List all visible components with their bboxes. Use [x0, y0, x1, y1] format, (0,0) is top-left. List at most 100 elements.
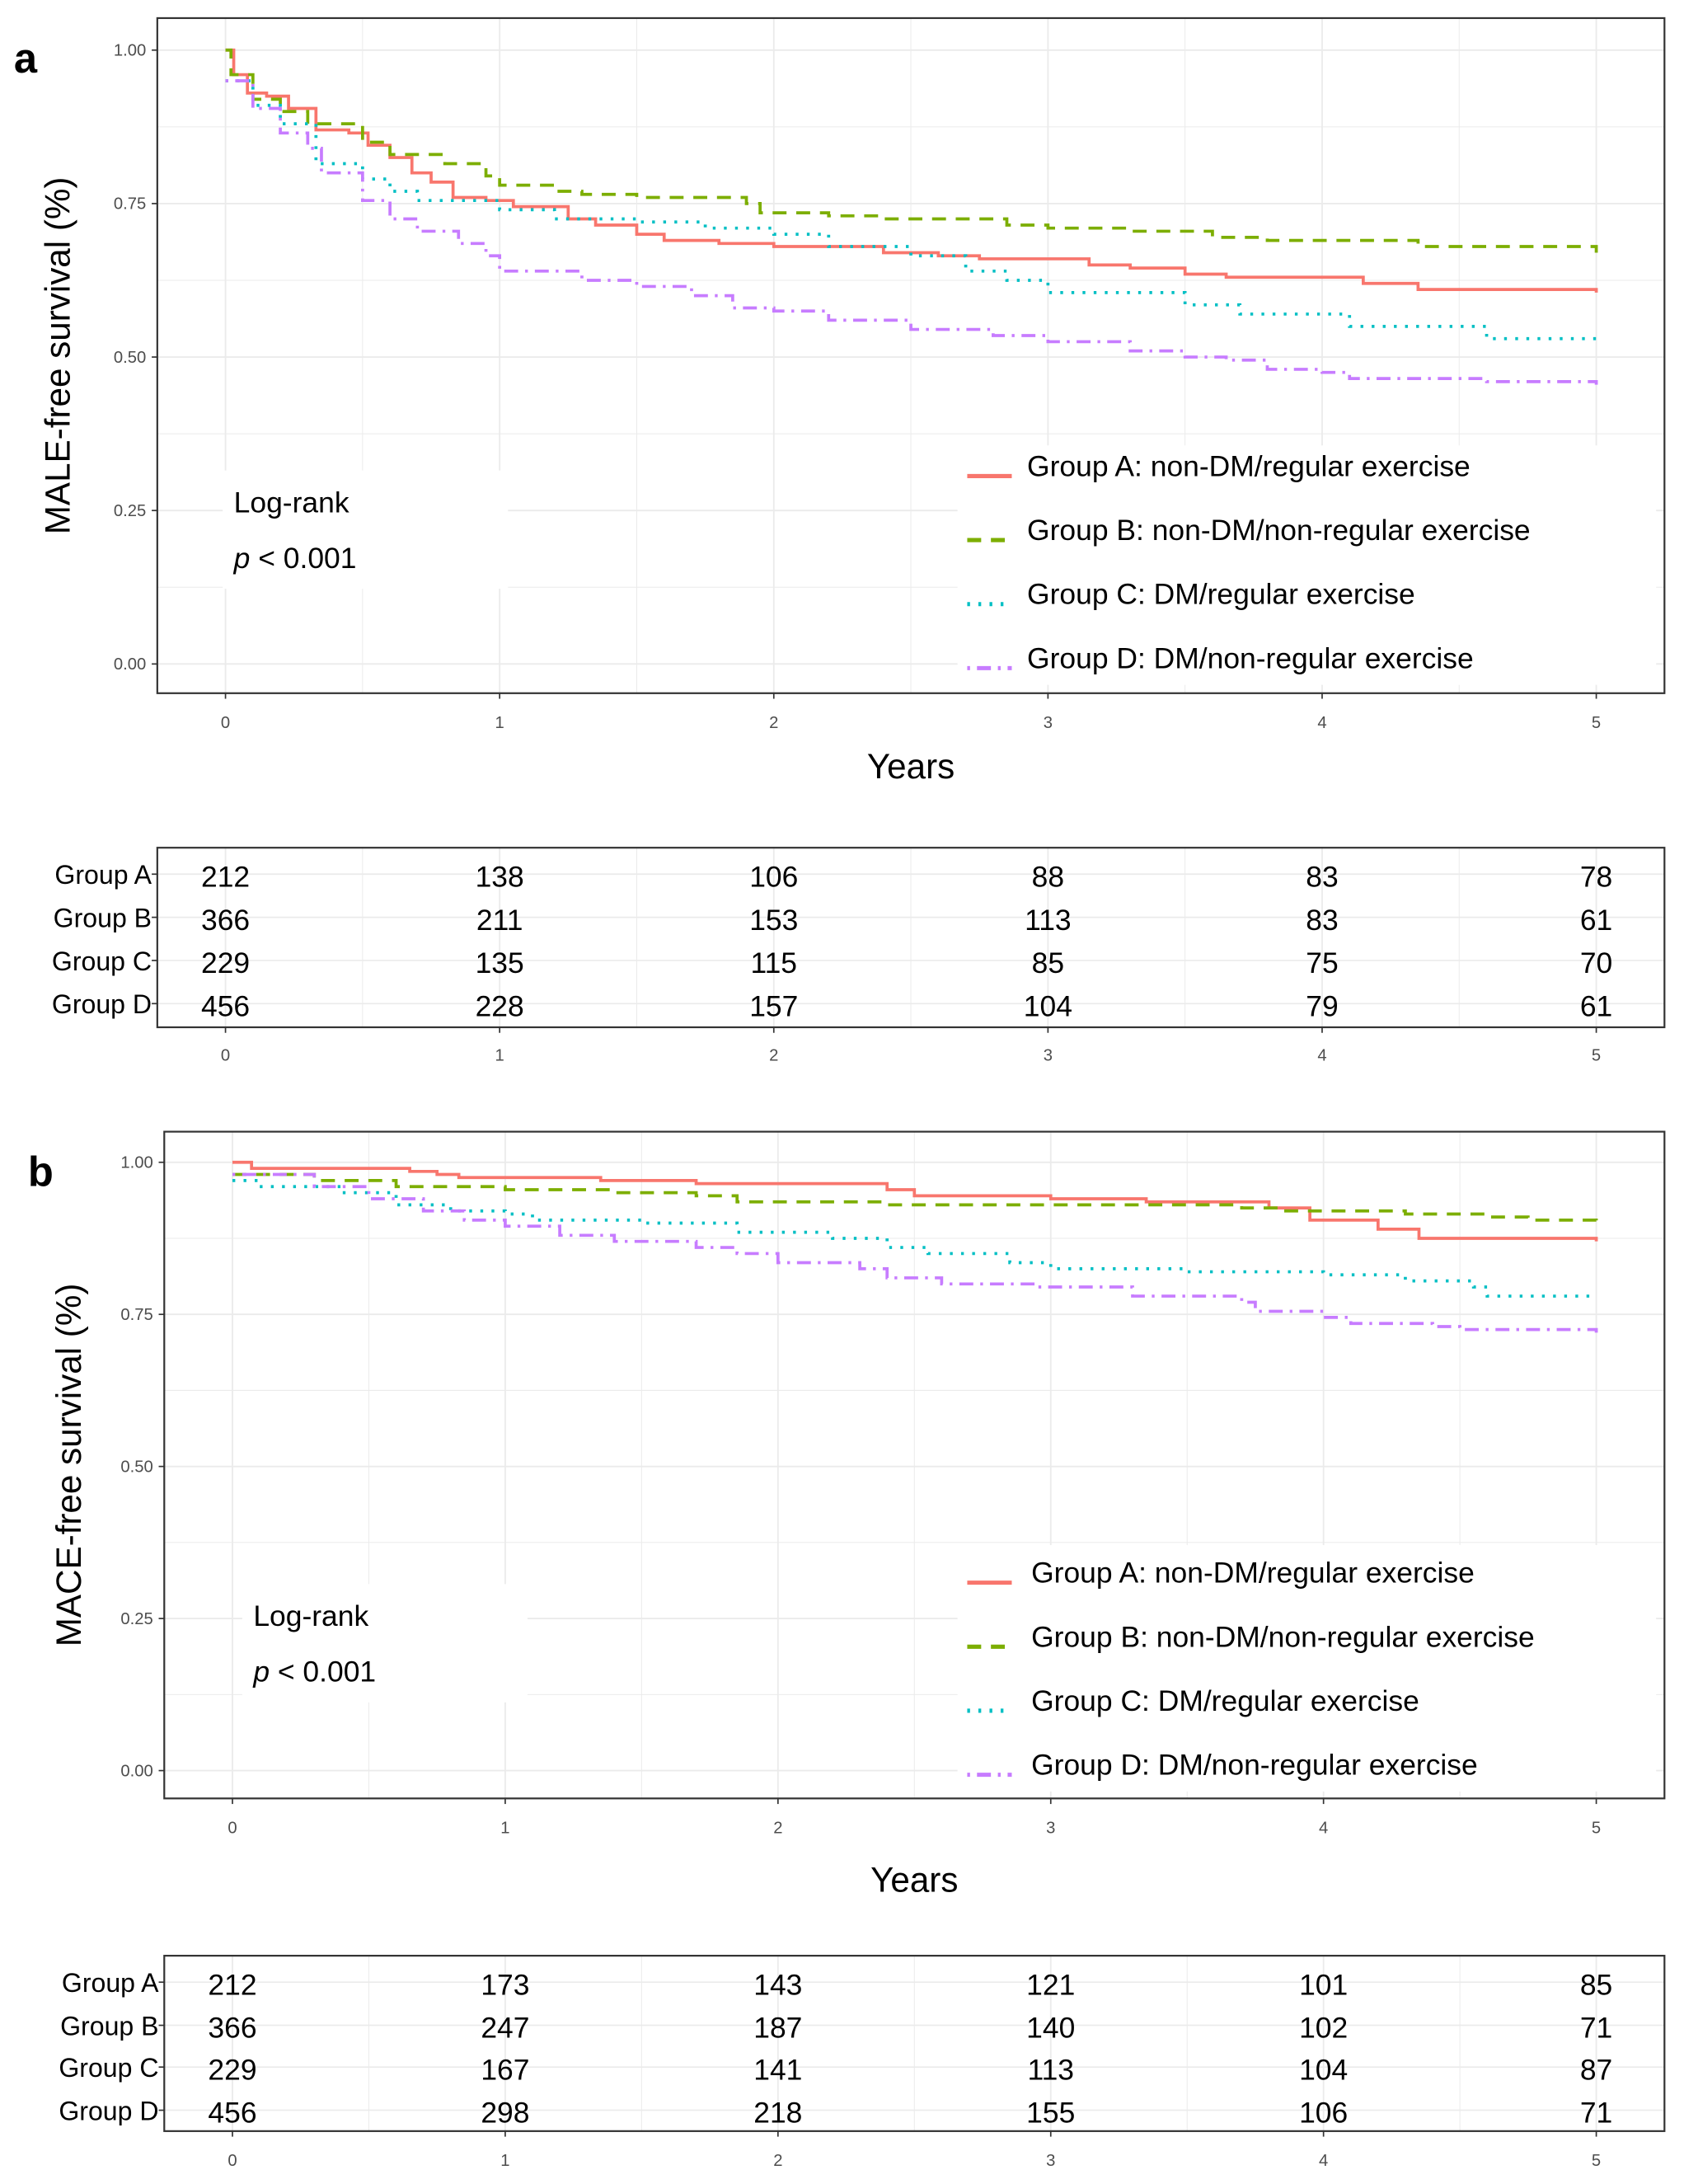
risk-count: 79 [1306, 989, 1338, 1022]
risk-count: 212 [201, 860, 250, 893]
log-rank-label: Log-rank [234, 486, 349, 519]
risk-row-label: Group B [54, 903, 152, 932]
km-curve-group-a [232, 1160, 1598, 1242]
risk-count: 247 [481, 2012, 529, 2045]
p-value: < 0.001 [250, 542, 356, 575]
x-tick-label: 3 [1046, 1820, 1055, 1838]
risk-count: 138 [476, 860, 524, 893]
x-tick-label: 2 [769, 714, 778, 732]
legend-label-group-a: Group A: non-DM/regular exercise [1031, 1557, 1475, 1590]
risk-count: 229 [201, 946, 250, 979]
risk-count: 167 [481, 2053, 529, 2086]
km-curve-group-a [225, 48, 1598, 293]
y-tick-label: 0.50 [120, 1458, 152, 1476]
risk-row-label: Group A [62, 1968, 159, 1998]
legend-label-group-b: Group B: non-DM/non-regular exercise [1031, 1620, 1535, 1653]
legend-label-group-a: Group A: non-DM/regular exercise [1027, 449, 1471, 482]
plot-frame [163, 1130, 1666, 1800]
x-tick-label: 0 [228, 1820, 237, 1838]
x-tick-label: 5 [1592, 1820, 1601, 1838]
risk-row-label: Group C [59, 2053, 158, 2083]
risk-count: 87 [1580, 2053, 1612, 2086]
km-curve-group-d [225, 79, 1598, 385]
p-symbol: p [252, 1656, 270, 1688]
panel-label: a [14, 35, 38, 82]
legend-label-group-b: Group B: non-DM/non-regular exercise [1027, 514, 1531, 547]
risk-count: 113 [1028, 2053, 1075, 2086]
log-rank-label: Log-rank [253, 1599, 368, 1632]
risk-x-tick-label: 1 [495, 1047, 504, 1065]
x-tick-label: 1 [500, 1820, 509, 1838]
y-tick-label: 0.50 [114, 349, 146, 367]
risk-count: 153 [749, 904, 798, 937]
y-tick-label: 0.25 [120, 1610, 152, 1628]
legend-background [957, 1545, 1657, 1792]
y-tick-label: 0.00 [114, 655, 146, 674]
y-tick-label: 1.00 [120, 1154, 152, 1172]
y-tick-label: 0.75 [120, 1306, 152, 1324]
risk-x-tick-label: 5 [1592, 1047, 1601, 1065]
risk-count: 228 [476, 989, 524, 1022]
risk-x-tick-label: 5 [1592, 2152, 1601, 2170]
risk-count: 104 [1024, 989, 1072, 1022]
x-tick-label: 5 [1592, 714, 1601, 732]
risk-count: 85 [1032, 946, 1064, 979]
risk-count: 157 [749, 989, 798, 1022]
legend-label-group-d: Group D: DM/non-regular exercise [1031, 1749, 1478, 1782]
km-curve-group-c [225, 79, 1598, 342]
p-value-label: p < 0.001 [252, 1656, 376, 1688]
risk-count: 102 [1299, 2012, 1348, 2045]
risk-count: 218 [753, 2097, 802, 2130]
x-tick-label: 0 [221, 714, 230, 732]
risk-count: 229 [208, 2053, 256, 2086]
annotation-background [242, 1584, 528, 1703]
risk-count: 83 [1306, 904, 1338, 937]
risk-count: 211 [476, 904, 523, 937]
risk-count: 70 [1580, 946, 1612, 979]
risk-count: 155 [1026, 2097, 1075, 2130]
risk-count: 61 [1580, 904, 1612, 937]
y-tick-label: 0.75 [114, 195, 146, 214]
risk-count: 456 [208, 2097, 256, 2130]
x-axis-title: Years [867, 747, 955, 786]
risk-count: 75 [1306, 946, 1338, 979]
risk-count: 456 [201, 989, 250, 1022]
risk-x-tick-label: 3 [1044, 1047, 1053, 1065]
risk-count: 85 [1580, 1968, 1612, 2001]
risk-row-label: Group A [54, 860, 152, 890]
risk-row-label: Group C [52, 946, 152, 976]
risk-row-label: Group D [59, 2096, 158, 2125]
risk-row-label: Group B [60, 2011, 158, 2041]
risk-count: 212 [208, 1968, 256, 2001]
risk-x-tick-label: 2 [773, 2152, 782, 2170]
risk-count: 298 [481, 2097, 529, 2130]
y-tick-label: 1.00 [114, 42, 146, 60]
p-value: < 0.001 [270, 1656, 376, 1688]
x-axis-title: Years [870, 1860, 958, 1899]
risk-x-tick-label: 4 [1317, 1047, 1326, 1065]
risk-count: 71 [1580, 2012, 1612, 2045]
risk-count: 106 [1299, 2097, 1348, 2130]
y-axis-title: MALE-free survival (%) [38, 177, 77, 535]
legend-label-group-d: Group D: DM/non-regular exercise [1027, 641, 1474, 674]
risk-row-label: Group D [52, 989, 152, 1019]
panel-a: 0 1 2 3 4 5 0.00 0.25 0.50 0.75 1.00 a Years MALE-fre… [14, 16, 1666, 1065]
risk-table-frame [163, 1955, 1666, 2132]
p-symbol: p [233, 542, 251, 575]
panel-label: b [28, 1148, 54, 1195]
x-tick-label: 4 [1319, 1820, 1328, 1838]
p-value-label: p < 0.001 [233, 542, 357, 575]
y-axis-title: MACE-free survival (%) [49, 1284, 88, 1647]
risk-count: 141 [753, 2053, 802, 2086]
annotation-background [223, 470, 509, 589]
plot-frame [156, 16, 1666, 694]
legend-label-group-c: Group C: DM/regular exercise [1031, 1684, 1419, 1717]
risk-x-tick-label: 4 [1319, 2152, 1328, 2170]
risk-count: 121 [1026, 1968, 1075, 2001]
risk-count: 113 [1025, 904, 1072, 937]
x-tick-label: 1 [495, 714, 504, 732]
legend-label-group-c: Group C: DM/regular exercise [1027, 578, 1415, 611]
